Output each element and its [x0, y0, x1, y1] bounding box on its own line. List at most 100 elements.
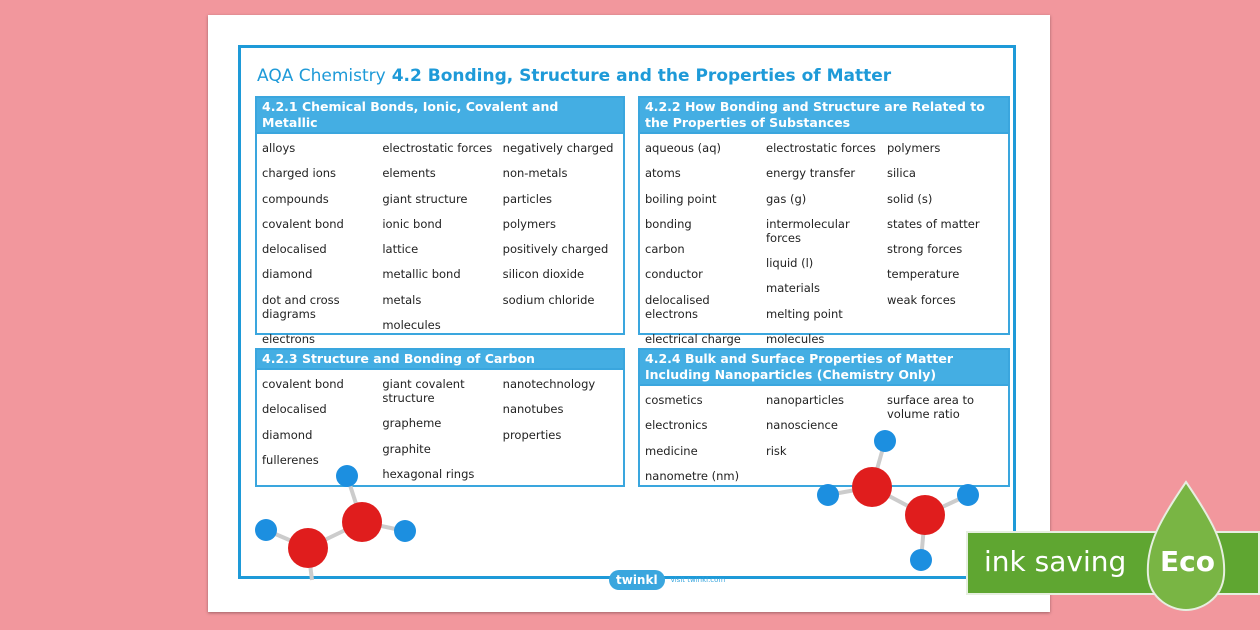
keyword: diamond [262, 267, 313, 282]
keyword: nanoparticles [766, 393, 845, 407]
section-panel: 4.2.1 Chemical Bonds, Ionic, Covalent an… [255, 96, 625, 346]
keyword: silicon dioxide [502, 267, 585, 282]
section-panel: 4.2.2 How Bonding and Structure are Rela… [638, 96, 1010, 346]
keyword: cosmetics [645, 393, 703, 407]
keyword: charged ions [262, 166, 337, 181]
logo[interactable]: twinkl [609, 570, 665, 590]
column: giant covalent structure grapheme graphite… [382, 377, 502, 492]
keyword: grapheme [382, 416, 442, 431]
keyword: metals [382, 292, 422, 307]
keyword: boiling point [645, 191, 717, 206]
keyword: nanotechnology [502, 377, 596, 391]
section-panel: 4.2.4 Bulk and Surface Properties of Mat… [638, 348, 1010, 487]
keyword: conductor [645, 267, 703, 282]
keyword: electrostatic forces [766, 141, 876, 155]
keyword: alloys [262, 141, 296, 155]
keyword: nanotubes [502, 402, 564, 417]
keyword: negatively charged [502, 141, 614, 155]
footer: twinkl visit twinkl.com [609, 570, 725, 590]
keyword: diamond [262, 427, 313, 442]
keyword: molecules [766, 332, 825, 347]
keyword: silica [887, 166, 916, 181]
keyword: graphite [382, 441, 431, 456]
keyword: nanometre (nm) [645, 468, 740, 483]
badge-label: Eco [1160, 545, 1215, 578]
columns: cosmetics electronics medicine nanometre (n… [640, 386, 1008, 494]
keyword: risk [766, 443, 787, 458]
title-main: 4.2 Bonding, Structure and the Propertie… [391, 66, 892, 86]
keyword: non-metals [502, 166, 568, 181]
keyword: electrostatic forces [382, 141, 493, 155]
keyword: lattice [382, 242, 419, 257]
keyword: giant covalent structure [382, 377, 465, 405]
keyword: positively charged [502, 242, 609, 257]
section-title: 4.2.3 Structure and Bonding of Carbon [257, 350, 623, 370]
keyword: atoms [645, 166, 681, 181]
keyword: materials [766, 281, 820, 296]
url[interactable]: visit twinkl.com [670, 576, 726, 584]
column: nanotechnology nanotubes properties [503, 377, 623, 492]
keyword: weak forces [887, 292, 956, 307]
keyword: fullerenes [262, 452, 319, 467]
keyword: melting point [766, 306, 843, 321]
section-title: 4.2.4 Bulk and Surface Properties of Mat… [640, 350, 1008, 386]
section-title: 4.2.1 Chemical Bonds, Ionic, Covalent an… [257, 98, 623, 134]
keyword: electrons [262, 332, 315, 347]
column: covalent bond delocalised diamond fullerene… [262, 377, 382, 492]
badge-text: ink saving [984, 545, 1127, 578]
keyword: electrical charge [645, 332, 741, 347]
column: surface area to volume ratio [887, 393, 1008, 494]
section-panel: 4.2.3 Structure and Bonding of Carbon cov… [255, 348, 625, 487]
keyword: covalent bond [262, 216, 344, 231]
columns: covalent bond delocalised diamond fullerene… [257, 370, 623, 492]
keyword: properties [502, 427, 562, 442]
keyword: compounds [262, 191, 329, 206]
keyword: temperature [887, 267, 960, 282]
molecule-right [817, 430, 979, 571]
keyword: delocalised electrons [645, 292, 710, 321]
keyword: liquid (l) [766, 256, 814, 271]
keyword: surface area to volume ratio [887, 393, 975, 421]
keyword: solid (s) [887, 191, 933, 206]
column: aqueous (aq) atoms boiling point bonding car… [645, 141, 766, 357]
keyword: covalent bond [262, 377, 344, 391]
keyword: energy transfer [766, 166, 856, 181]
keyword: delocalised [262, 402, 327, 417]
keyword: strong forces [887, 242, 963, 257]
keyword: metallic bond [382, 267, 461, 282]
keyword: carbon [645, 242, 685, 257]
frame: AQA Chemistry 4.2 Bonding, Structure and … [238, 45, 1016, 590]
worksheet: AQA Chemistry 4.2 Bonding, Structure and … [208, 15, 1050, 612]
column: cosmetics electronics medicine nanometre (n… [645, 393, 766, 494]
column: nanoparticles nanoscience risk [766, 393, 887, 494]
keyword: gas (g) [766, 191, 807, 206]
keyword: aqueous (aq) [645, 141, 722, 155]
keyword: bonding [645, 216, 692, 231]
column: electrostatic forces elements giant struct… [382, 141, 502, 357]
columns: alloys charged ions compounds covalent bond… [257, 134, 623, 357]
section-title: 4.2.2 How Bonding and Structure are Rela… [640, 98, 1008, 134]
title: AQA Chemistry 4.2 Bonding, Structure and … [257, 66, 891, 86]
eco-badge: ink saving [966, 531, 1260, 595]
column: electrostatic forces energy transfer gas (… [766, 141, 887, 357]
column: polymers silica solid (s) states of matter s… [887, 141, 1008, 357]
keyword: hexagonal rings [382, 466, 475, 481]
keyword: polymers [502, 216, 556, 231]
title-prefix: AQA Chemistry [257, 66, 386, 86]
keyword: medicine [645, 443, 698, 458]
column: alloys charged ions compounds covalent bond… [262, 141, 382, 357]
keyword: ionic bond [382, 216, 442, 231]
molecule-left [255, 465, 416, 581]
keyword: electronics [645, 418, 708, 433]
keyword: dot and cross diagrams [262, 292, 340, 321]
keyword: particles [502, 191, 553, 206]
keyword: polymers [887, 141, 941, 155]
keyword: delocalised [262, 242, 327, 257]
keyword: molecules [382, 318, 441, 333]
column: negatively charged non-metals particles pol… [503, 141, 623, 357]
keyword: nanoscience [766, 418, 838, 433]
keyword: elements [382, 166, 436, 181]
keyword: giant structure [382, 191, 468, 206]
